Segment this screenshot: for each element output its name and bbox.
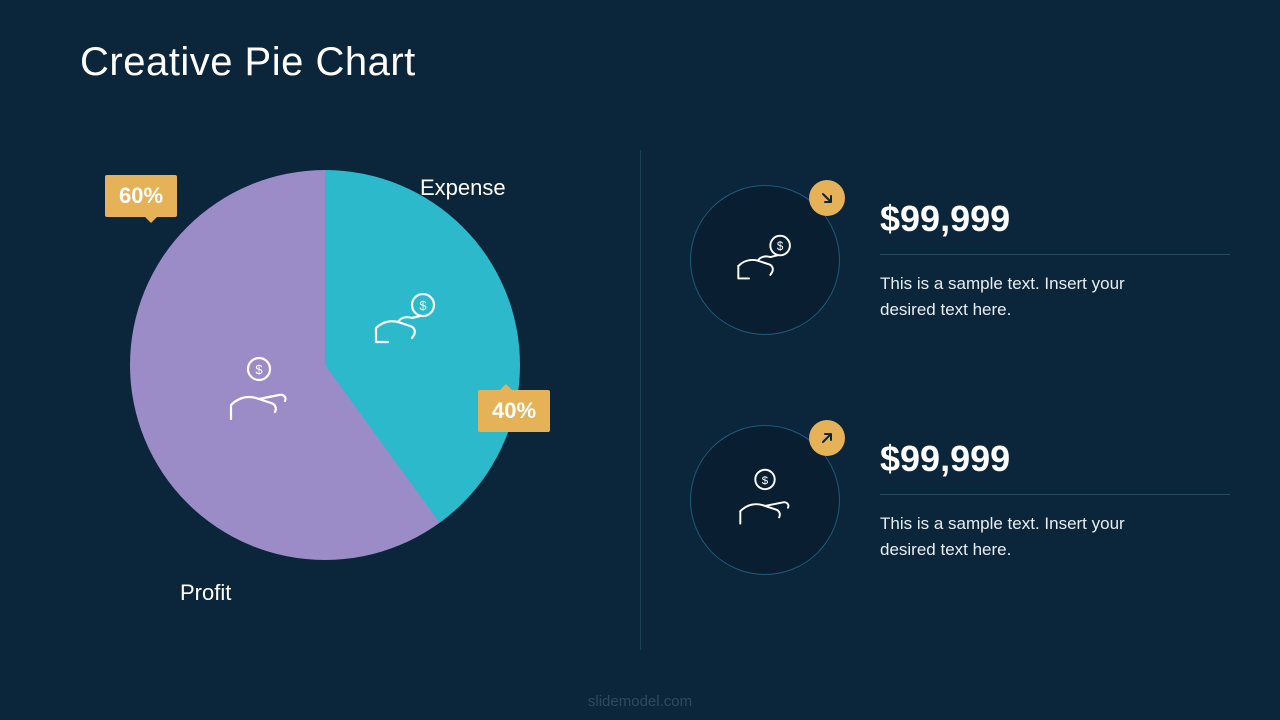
svg-text:$: $	[762, 474, 769, 486]
card-description: This is a sample text. Insert your desir…	[880, 271, 1160, 322]
pie-chart: $ $	[130, 170, 520, 560]
page-title: Creative Pie Chart	[80, 40, 416, 85]
svg-text:$: $	[255, 362, 263, 377]
callout-expense-percent: 40%	[478, 390, 550, 432]
card-ring: $	[690, 425, 840, 575]
slice-label-expense: Expense	[420, 175, 506, 201]
info-card-profit: $ $99,999 This is a sample text. Insert …	[690, 400, 1230, 600]
pie-body	[130, 170, 520, 560]
svg-text:$: $	[419, 298, 427, 313]
card-text-block: $99,999 This is a sample text. Insert yo…	[880, 198, 1230, 322]
card-text-block: $99,999 This is a sample text. Insert yo…	[880, 438, 1230, 562]
card-divider	[880, 254, 1230, 255]
info-card-expense: $ $99,999 This is a sample text. Insert …	[690, 160, 1230, 360]
vertical-divider	[640, 150, 641, 650]
arrow-up-right-icon	[809, 420, 845, 456]
hand-coin-icon: $	[370, 290, 442, 353]
callout-profit-percent: 60%	[105, 175, 177, 217]
card-value: $99,999	[880, 438, 1230, 480]
card-value: $99,999	[880, 198, 1230, 240]
card-divider	[880, 494, 1230, 495]
watermark: slidemodel.com	[0, 693, 1280, 710]
hand-receive-icon: $	[735, 467, 795, 534]
arrow-down-right-icon	[809, 180, 845, 216]
card-description: This is a sample text. Insert your desir…	[880, 511, 1160, 562]
svg-text:$: $	[777, 241, 784, 253]
hand-coin-icon: $	[733, 232, 797, 289]
card-ring: $	[690, 185, 840, 335]
hand-receive-icon: $	[225, 355, 293, 430]
slice-label-profit: Profit	[180, 580, 231, 606]
